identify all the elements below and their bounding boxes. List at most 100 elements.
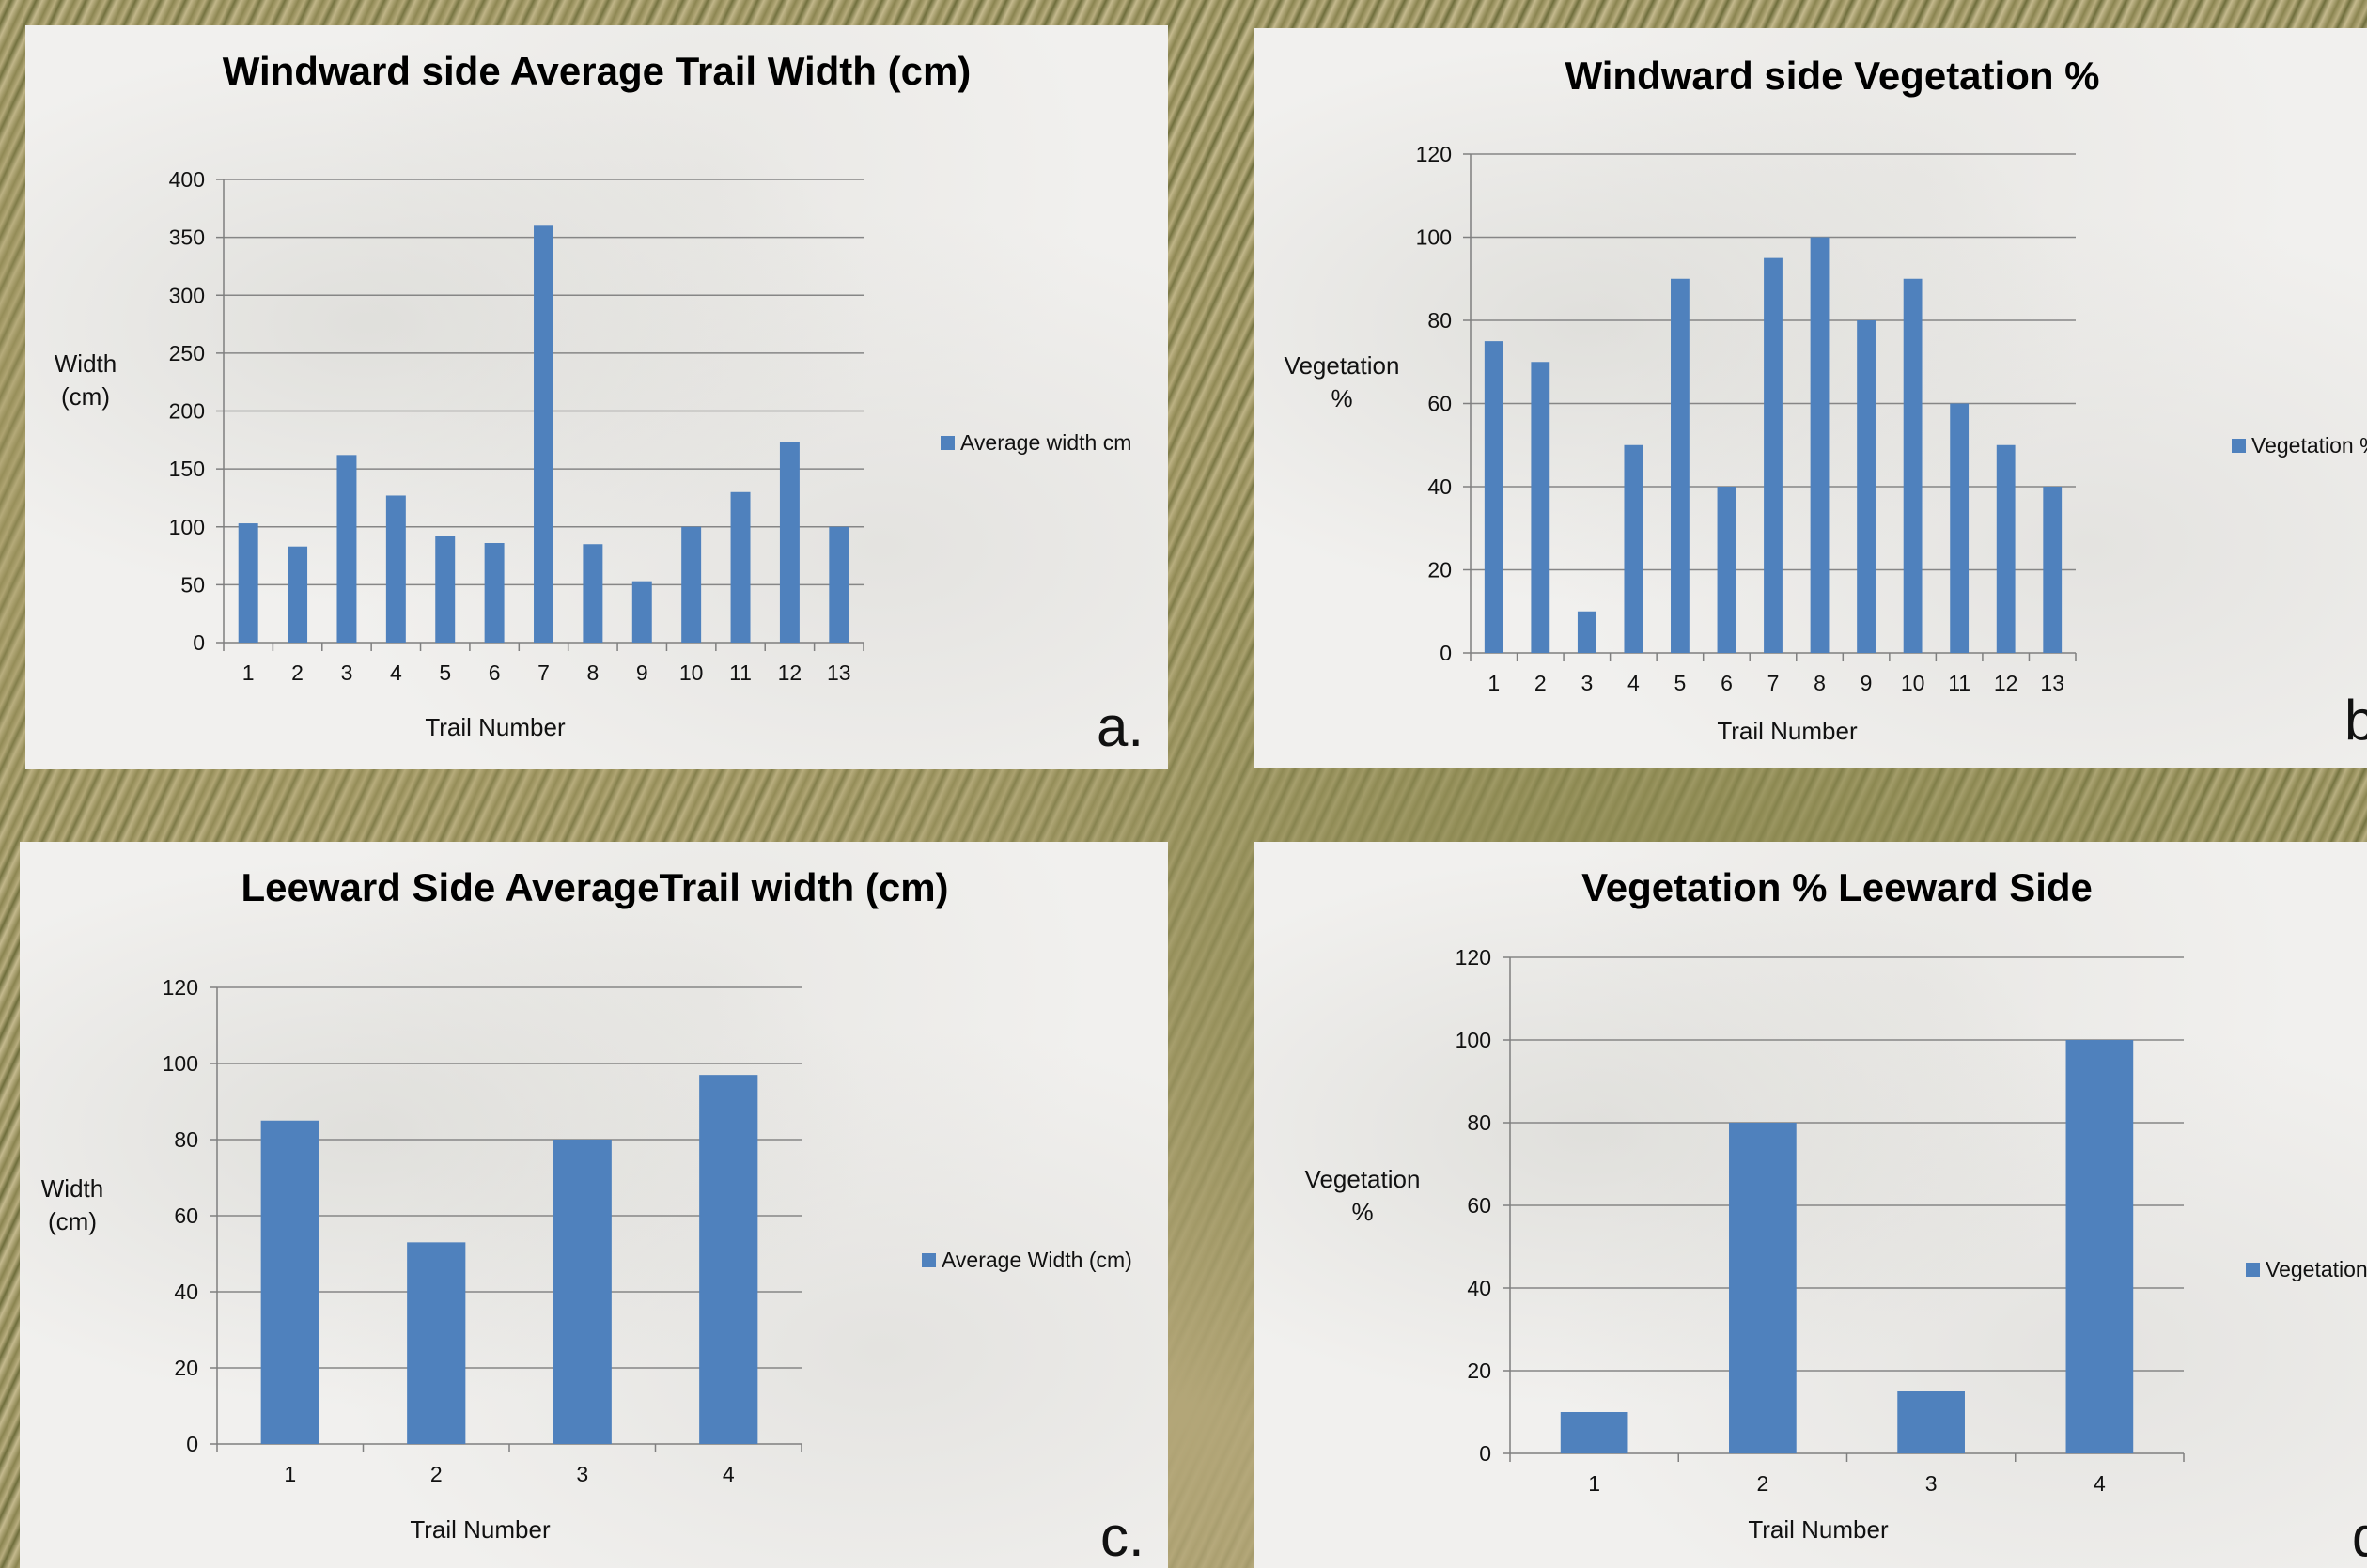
x-tick-label: 6 bbox=[1721, 671, 1733, 695]
y-tick-label: 0 bbox=[1440, 641, 1452, 665]
legend-label: Average width cm bbox=[960, 430, 1131, 455]
legend-swatch bbox=[922, 1253, 936, 1267]
x-tick-label: 3 bbox=[1581, 671, 1593, 695]
bar bbox=[484, 543, 505, 643]
y-tick-label: 120 bbox=[1456, 945, 1491, 970]
y-tick-label: 80 bbox=[1427, 308, 1452, 333]
chart-b: Windward side Vegetation %02040608010012… bbox=[1285, 54, 2367, 752]
chart-title: Vegetation % Leeward Side bbox=[1581, 865, 2093, 909]
x-axis-label: Trail Number bbox=[1748, 1515, 1889, 1544]
bar bbox=[407, 1242, 466, 1444]
bar bbox=[730, 491, 751, 643]
chart-panel-b: Windward side Vegetation % 0 20 40 60 80 100 12… bbox=[1254, 28, 2367, 768]
x-tick-label: 2 bbox=[1756, 1471, 1768, 1496]
bar bbox=[238, 523, 258, 643]
panel-letter: d bbox=[2352, 1505, 2367, 1568]
bar bbox=[336, 455, 357, 643]
x-tick-label: 3 bbox=[341, 660, 353, 685]
x-tick-label: 2 bbox=[291, 660, 304, 685]
x-tick-label: 4 bbox=[2094, 1471, 2106, 1496]
y-tick-label: 40 bbox=[1427, 474, 1452, 499]
x-tick-label: 4 bbox=[723, 1462, 735, 1486]
y-tick-label: 80 bbox=[174, 1127, 198, 1152]
bar bbox=[1717, 487, 1736, 653]
bar bbox=[681, 526, 702, 643]
x-tick-label: 7 bbox=[537, 660, 550, 685]
bar bbox=[1484, 341, 1503, 653]
bar bbox=[829, 526, 849, 643]
y-tick-label: 120 bbox=[163, 975, 198, 1000]
bar bbox=[1624, 444, 1643, 653]
x-axis-label: Trail Number bbox=[425, 713, 566, 741]
legend-swatch bbox=[2232, 439, 2246, 453]
y-tick-label: 20 bbox=[1427, 558, 1452, 582]
y-axis-label: Vegetation bbox=[1285, 351, 1400, 380]
bar bbox=[1857, 320, 1876, 653]
chart-d: Vegetation % Leeward Side 0 20 40 60 80 100 120… bbox=[1305, 865, 2367, 1568]
y-tick-label: 400 bbox=[169, 167, 205, 192]
bar bbox=[260, 1120, 319, 1444]
legend-label: Vegetation bbox=[2266, 1257, 2367, 1281]
y-tick-label: 200 bbox=[169, 399, 205, 424]
panel-letter: c. bbox=[1100, 1505, 1145, 1568]
bar bbox=[779, 442, 800, 643]
x-tick-label: 1 bbox=[1487, 671, 1500, 695]
y-tick-label: 40 bbox=[174, 1280, 198, 1304]
y-tick-label: 300 bbox=[169, 283, 205, 307]
x-tick-label: 2 bbox=[1534, 671, 1547, 695]
y-tick-label: 0 bbox=[193, 630, 205, 655]
y-tick-label: 0 bbox=[186, 1432, 198, 1456]
bar bbox=[553, 1140, 612, 1444]
x-tick-label: 9 bbox=[636, 660, 648, 685]
legend-label: Vegetation % bbox=[2251, 433, 2367, 458]
legend-label: Average Width (cm) bbox=[942, 1248, 1132, 1272]
panel-letter: a. bbox=[1097, 695, 1144, 758]
y-tick-label: 350 bbox=[169, 225, 205, 250]
bar bbox=[1950, 403, 1970, 653]
y-axis-label: % bbox=[1331, 384, 1352, 412]
chart-title: Windward side Vegetation % bbox=[1565, 54, 2099, 98]
bar bbox=[699, 1075, 758, 1444]
bar bbox=[288, 546, 308, 643]
y-axis-label: Width bbox=[55, 349, 117, 378]
x-tick-label: 11 bbox=[729, 660, 752, 685]
bar bbox=[1897, 1391, 1965, 1453]
chart-c: Leeward Side AverageTrail width (cm) 0 20 4… bbox=[41, 865, 1145, 1568]
x-tick-label: 12 bbox=[778, 660, 802, 685]
bar bbox=[1810, 237, 1830, 653]
chart-a: Windward side Average Trail Width (cm) 0 5… bbox=[55, 49, 1144, 758]
y-tick-label: 150 bbox=[169, 457, 205, 481]
x-tick-label: 10 bbox=[679, 660, 704, 685]
y-tick-label: 100 bbox=[169, 515, 205, 539]
legend-swatch bbox=[2246, 1263, 2260, 1277]
x-tick-label: 8 bbox=[586, 660, 599, 685]
panel-letter: b bbox=[2344, 689, 2367, 752]
y-tick-label: 60 bbox=[1427, 392, 1452, 416]
y-tick-label: 100 bbox=[1416, 225, 1452, 250]
x-tick-label: 12 bbox=[1994, 671, 2018, 695]
x-tick-label: 5 bbox=[439, 660, 451, 685]
y-axis-label: Vegetation bbox=[1305, 1165, 1421, 1193]
y-axis-label: % bbox=[1351, 1198, 1373, 1226]
legend-swatch bbox=[941, 436, 955, 450]
y-tick-label: 100 bbox=[163, 1051, 198, 1076]
x-tick-label: 1 bbox=[284, 1462, 296, 1486]
y-tick-label: 250 bbox=[169, 341, 205, 365]
x-tick-label: 13 bbox=[827, 660, 851, 685]
y-axis-label: (cm) bbox=[48, 1207, 97, 1235]
bar bbox=[583, 544, 603, 643]
chart-title: Leeward Side AverageTrail width (cm) bbox=[241, 865, 948, 909]
y-tick-label: 20 bbox=[1467, 1358, 1491, 1383]
y-tick-label: 40 bbox=[1467, 1276, 1491, 1300]
bar bbox=[1560, 1412, 1628, 1453]
x-tick-label: 2 bbox=[430, 1462, 443, 1486]
x-axis-label: Trail Number bbox=[1717, 717, 1858, 745]
bar bbox=[1996, 444, 2016, 653]
bar bbox=[534, 225, 553, 644]
x-tick-label: 11 bbox=[1948, 671, 1970, 695]
bar bbox=[1903, 278, 1923, 653]
chart-panel-d: Vegetation % Leeward Side 0 20 40 60 80 100 120… bbox=[1254, 842, 2367, 1568]
bar bbox=[1764, 257, 1783, 653]
bar bbox=[1577, 611, 1596, 653]
chart-title: Windward side Average Trail Width (cm) bbox=[223, 49, 972, 93]
